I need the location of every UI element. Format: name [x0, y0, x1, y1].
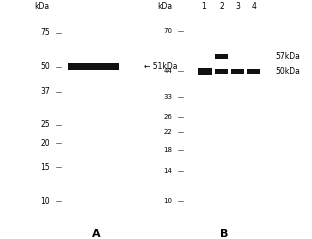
Text: 1: 1 — [202, 2, 207, 11]
Text: ← 51kDa: ← 51kDa — [144, 62, 177, 71]
Text: 10: 10 — [163, 198, 172, 204]
Text: 57kDa: 57kDa — [275, 52, 300, 61]
Text: 44: 44 — [163, 68, 172, 74]
Text: 75: 75 — [40, 28, 50, 37]
Text: 14: 14 — [163, 168, 172, 174]
Text: kDa: kDa — [157, 2, 172, 11]
Text: 2: 2 — [219, 2, 224, 11]
Text: 50kDa: 50kDa — [275, 67, 300, 76]
Text: A: A — [92, 229, 101, 239]
Text: kDa: kDa — [35, 2, 50, 11]
Text: 22: 22 — [163, 129, 172, 135]
Text: 25: 25 — [40, 120, 50, 129]
Text: 3: 3 — [235, 2, 240, 11]
Text: 70: 70 — [163, 28, 172, 34]
Text: 33: 33 — [163, 93, 172, 99]
Text: B: B — [221, 229, 229, 239]
Text: 18: 18 — [163, 147, 172, 152]
Text: 26: 26 — [163, 114, 172, 120]
Text: 15: 15 — [40, 163, 50, 172]
Text: 37: 37 — [40, 87, 50, 96]
Text: 10: 10 — [40, 197, 50, 206]
Text: 4: 4 — [251, 2, 256, 11]
Text: 50: 50 — [40, 62, 50, 71]
Text: 20: 20 — [40, 139, 50, 148]
